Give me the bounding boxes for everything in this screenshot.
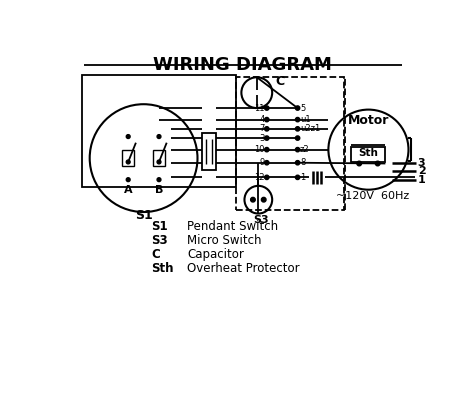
- Text: Sth: Sth: [358, 148, 378, 158]
- Text: 5: 5: [300, 104, 305, 112]
- Text: 10: 10: [254, 145, 264, 154]
- Text: S3: S3: [253, 215, 268, 225]
- Circle shape: [264, 106, 269, 110]
- Bar: [352, 146, 385, 162]
- Text: 3: 3: [259, 134, 264, 142]
- Text: 7: 7: [259, 124, 264, 133]
- Text: Micro Switch: Micro Switch: [188, 234, 262, 247]
- Text: 1: 1: [300, 173, 305, 182]
- Circle shape: [126, 160, 130, 164]
- Text: WIRING DIAGRAM: WIRING DIAGRAM: [154, 56, 332, 74]
- Circle shape: [295, 118, 300, 122]
- Bar: [82, 75, 236, 186]
- Circle shape: [295, 127, 300, 131]
- Text: C: C: [151, 248, 160, 261]
- Circle shape: [261, 197, 266, 202]
- Text: 9: 9: [259, 158, 264, 167]
- Bar: [153, 150, 165, 166]
- Text: u1: u1: [300, 115, 310, 124]
- Circle shape: [264, 118, 269, 122]
- Text: C: C: [275, 75, 284, 88]
- Text: z2: z2: [300, 145, 310, 154]
- Circle shape: [295, 136, 300, 140]
- Text: S3: S3: [151, 234, 168, 247]
- Text: 2: 2: [418, 166, 426, 176]
- Text: 3: 3: [418, 158, 425, 168]
- Circle shape: [264, 148, 269, 152]
- Text: 8: 8: [300, 158, 305, 167]
- Circle shape: [126, 178, 130, 182]
- Circle shape: [357, 161, 362, 166]
- Text: Capacitor: Capacitor: [188, 248, 245, 261]
- Text: 1: 1: [418, 175, 426, 185]
- Circle shape: [295, 148, 300, 152]
- Circle shape: [295, 175, 300, 180]
- Circle shape: [264, 127, 269, 131]
- Bar: [236, 77, 344, 210]
- Circle shape: [375, 161, 380, 166]
- Text: A: A: [124, 186, 133, 196]
- Text: ~120V  60Hz: ~120V 60Hz: [336, 191, 410, 201]
- Circle shape: [264, 160, 269, 165]
- Text: Sth: Sth: [151, 262, 174, 275]
- Text: S1: S1: [135, 209, 153, 222]
- Circle shape: [264, 136, 269, 140]
- Circle shape: [264, 175, 269, 180]
- Text: u2z1: u2z1: [300, 124, 320, 133]
- Circle shape: [126, 135, 130, 138]
- Circle shape: [295, 160, 300, 165]
- Circle shape: [157, 135, 161, 138]
- Text: Motor: Motor: [348, 114, 389, 127]
- Text: 11: 11: [254, 104, 264, 112]
- Text: Overheat Protector: Overheat Protector: [188, 262, 300, 275]
- Text: B: B: [155, 186, 163, 196]
- Text: 4: 4: [259, 115, 264, 124]
- Text: 12: 12: [254, 173, 264, 182]
- Text: Pendant Switch: Pendant Switch: [188, 220, 279, 233]
- Bar: [202, 133, 216, 170]
- Circle shape: [295, 106, 300, 110]
- Text: S1: S1: [151, 220, 168, 233]
- Bar: [122, 150, 134, 166]
- Circle shape: [157, 160, 161, 164]
- Circle shape: [157, 178, 161, 182]
- Circle shape: [251, 197, 255, 202]
